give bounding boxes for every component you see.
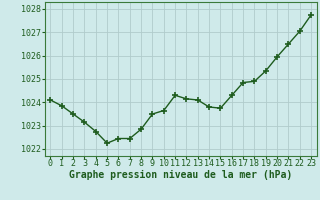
X-axis label: Graphe pression niveau de la mer (hPa): Graphe pression niveau de la mer (hPa) <box>69 170 292 180</box>
